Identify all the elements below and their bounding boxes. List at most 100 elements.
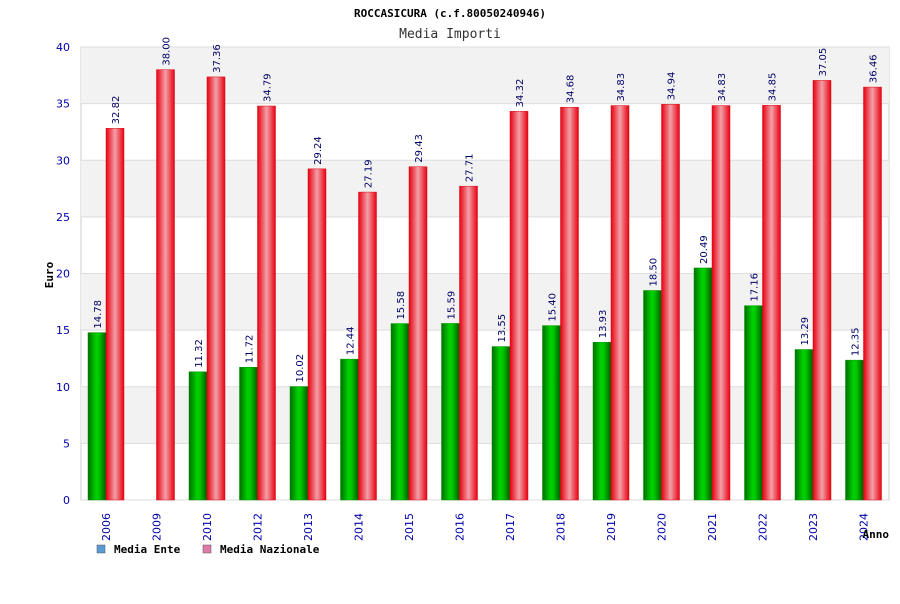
bar-value-label: 37.05 bbox=[818, 48, 829, 77]
bar-media-ente bbox=[744, 305, 763, 501]
bar-value-label: 34.32 bbox=[515, 79, 526, 108]
y-tick-label: 35 bbox=[56, 98, 70, 111]
bar-value-label: 29.24 bbox=[313, 136, 324, 165]
bar-value-label: 12.44 bbox=[346, 326, 357, 355]
bar-value-label: 13.55 bbox=[497, 314, 508, 343]
bar-media-ente bbox=[794, 349, 814, 501]
x-tick-label: 2017 bbox=[504, 513, 517, 541]
bar-media-ente bbox=[441, 323, 460, 501]
x-tick-label: 2013 bbox=[302, 513, 315, 541]
bar-value-label: 15.59 bbox=[447, 291, 458, 320]
bar-media-ente bbox=[188, 371, 208, 501]
x-tick-label: 2016 bbox=[454, 513, 467, 541]
bar-media-nazionale bbox=[762, 105, 781, 501]
y-tick-label: 40 bbox=[56, 41, 70, 54]
bar-value-label: 10.02 bbox=[295, 354, 306, 383]
bar-value-label: 11.32 bbox=[194, 339, 205, 368]
bar-media-nazionale bbox=[307, 168, 327, 501]
bar-media-ente bbox=[289, 386, 309, 501]
bar-value-label: 14.78 bbox=[93, 300, 104, 329]
bar-media-nazionale bbox=[711, 105, 731, 501]
y-tick-label: 15 bbox=[56, 324, 70, 337]
bar-media-ente bbox=[643, 290, 662, 501]
x-tick-label: 2018 bbox=[555, 513, 568, 541]
bar-value-label: 34.83 bbox=[717, 73, 728, 102]
bar-media-ente bbox=[390, 323, 410, 501]
bar-media-nazionale bbox=[105, 128, 125, 501]
x-tick-label: 2015 bbox=[403, 513, 416, 541]
y-tick-label: 25 bbox=[56, 211, 70, 224]
x-axis: 2006 2009 2010 2012 2013 2014 2015 2016 2017 2018… bbox=[100, 513, 871, 541]
x-tick-label: 2024 bbox=[858, 513, 871, 541]
legend-label-media-nazionale: Media Nazionale bbox=[220, 543, 320, 556]
bar-value-label: 38.00 bbox=[162, 37, 173, 66]
bar-value-label: 15.40 bbox=[548, 293, 559, 322]
bar-media-ente bbox=[845, 359, 864, 501]
bars-group bbox=[87, 69, 882, 501]
bar-value-label: 34.94 bbox=[667, 72, 678, 101]
x-axis-label: Anno bbox=[863, 528, 890, 541]
bar-value-label: 34.85 bbox=[768, 73, 779, 102]
legend-label-media-ente: Media Ente bbox=[114, 543, 181, 556]
bar-value-label: 13.29 bbox=[800, 317, 811, 346]
y-tick-label: 0 bbox=[63, 494, 70, 507]
bar-value-label: 36.46 bbox=[869, 54, 880, 83]
chart-title: ROCCASICURA (c.f.80050240946) bbox=[354, 7, 546, 20]
bar-media-nazionale bbox=[560, 106, 579, 501]
y-axis-label: Euro bbox=[43, 261, 56, 288]
y-axis: 0 5 10 15 20 25 30 35 40 bbox=[56, 41, 70, 507]
bar-value-label: 32.82 bbox=[111, 96, 122, 125]
y-tick-label: 20 bbox=[56, 268, 70, 281]
bar-value-label: 18.50 bbox=[649, 258, 660, 287]
x-tick-label: 2022 bbox=[757, 513, 770, 541]
bar-media-ente bbox=[87, 332, 107, 501]
bar-media-ente bbox=[693, 267, 713, 501]
chart-subtitle: Media Importi bbox=[399, 27, 501, 42]
bar-media-nazionale bbox=[459, 185, 478, 501]
x-tick-label: 2014 bbox=[353, 513, 366, 541]
bar-media-nazionale bbox=[257, 105, 276, 501]
bar-value-label: 15.58 bbox=[396, 291, 407, 320]
x-tick-label: 2006 bbox=[100, 513, 113, 541]
bar-media-nazionale bbox=[661, 104, 680, 501]
bar-value-label: 27.71 bbox=[465, 154, 476, 183]
bar-value-label: 27.19 bbox=[364, 159, 375, 188]
bar-media-ente bbox=[592, 341, 612, 501]
x-tick-label: 2009 bbox=[151, 513, 164, 541]
x-tick-label: 2019 bbox=[605, 513, 618, 541]
bar-media-nazionale bbox=[156, 69, 175, 501]
legend: Media Ente Media Nazionale bbox=[96, 543, 320, 556]
bar-media-nazionale bbox=[812, 80, 832, 501]
bar-value-label: 34.79 bbox=[263, 73, 274, 102]
y-tick-label: 5 bbox=[63, 437, 70, 450]
x-tick-label: 2020 bbox=[656, 513, 669, 541]
x-tick-label: 2021 bbox=[706, 513, 719, 541]
bar-media-ente bbox=[491, 346, 511, 501]
bar-media-nazionale bbox=[610, 105, 630, 501]
bar-media-nazionale bbox=[408, 166, 428, 501]
y-tick-label: 30 bbox=[56, 154, 70, 167]
bar-value-label: 34.83 bbox=[616, 73, 627, 102]
bar-media-nazionale bbox=[358, 191, 377, 501]
bar-media-nazionale bbox=[206, 76, 226, 501]
x-tick-label: 2023 bbox=[807, 513, 820, 541]
bar-media-ente bbox=[239, 367, 258, 501]
x-tick-label: 2012 bbox=[252, 513, 265, 541]
bar-value-label: 17.16 bbox=[750, 273, 761, 302]
bar-value-label: 13.93 bbox=[598, 310, 609, 339]
legend-swatch-media-ente bbox=[96, 544, 106, 554]
bar-media-ente bbox=[340, 358, 359, 501]
bar-value-label: 11.72 bbox=[245, 335, 256, 364]
data-labels: 14.78 32.82 38.00 11.32 37.36 11.72 34.79 10.02… bbox=[93, 37, 880, 383]
legend-swatch-media-nazionale bbox=[202, 544, 212, 554]
bar-value-label: 34.68 bbox=[566, 75, 577, 104]
bar-media-ente bbox=[542, 325, 561, 501]
bar-value-label: 37.36 bbox=[212, 44, 223, 73]
bar-value-label: 20.49 bbox=[699, 235, 710, 264]
x-tick-label: 2010 bbox=[201, 513, 214, 541]
y-tick-label: 10 bbox=[56, 381, 70, 394]
bar-media-nazionale bbox=[509, 111, 529, 501]
bar-value-label: 29.43 bbox=[414, 134, 425, 163]
